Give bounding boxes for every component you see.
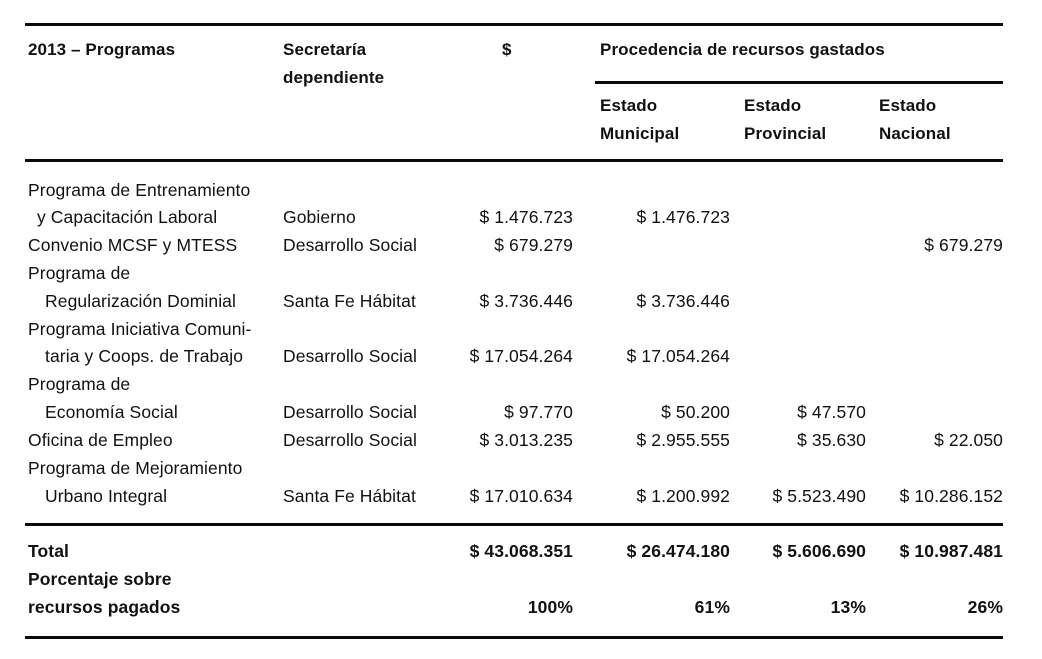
header-secretaria-line2: dependiente — [283, 68, 385, 87]
totals-municipal: $ 26.474.180 — [626, 541, 730, 561]
row-provincial: $ 5.523.490 — [772, 486, 866, 506]
percentages-label-line1: Porcentaje sobre — [28, 569, 172, 589]
row-total: $ 17.054.264 — [469, 346, 573, 366]
row-programa-line2: y Capacitación Laboral — [37, 207, 218, 227]
header-municipal-line2: Municipal — [600, 124, 680, 143]
totals-provincial: $ 5.606.690 — [772, 541, 866, 561]
header-nacional-line1: Estado — [879, 96, 937, 115]
row-total: $ 17.010.634 — [469, 486, 573, 506]
bottom-rule — [25, 636, 1003, 639]
row-secretaria: Santa Fe Hábitat — [283, 291, 416, 311]
row-programa-line1: Convenio MCSF y MTESS — [28, 235, 238, 255]
totals-label: Total — [28, 541, 70, 561]
row-secretaria: Desarrollo Social — [283, 402, 417, 422]
header-monto: $ — [502, 40, 512, 59]
header-nacional-line2: Nacional — [879, 124, 951, 143]
procedencia-rule — [595, 81, 1003, 84]
percentages-label-line2: recursos pagados — [28, 597, 181, 617]
row-programa-line1: Programa de — [28, 263, 131, 283]
header-provincial-line1: Estado — [744, 96, 802, 115]
percentages-total: 100% — [527, 597, 573, 617]
row-total: $ 3.736.446 — [479, 291, 573, 311]
row-municipal: $ 17.054.264 — [626, 346, 730, 366]
totals-total: $ 43.068.351 — [469, 541, 573, 561]
percentages-municipal: 61% — [694, 597, 730, 617]
header-provincial-line2: Provincial — [744, 124, 827, 143]
row-municipal: $ 50.200 — [661, 402, 730, 422]
row-programa-line1: Programa Iniciativa Comuni- — [28, 319, 252, 339]
percentages-nacional: 26% — [967, 597, 1003, 617]
row-municipal: $ 1.200.992 — [636, 486, 730, 506]
row-secretaria: Desarrollo Social — [283, 430, 417, 450]
row-programa-line2: Economía Social — [45, 402, 178, 422]
totals-top-rule — [25, 523, 1003, 526]
row-municipal: $ 1.476.723 — [636, 207, 730, 227]
row-programa-line2: taria y Coops. de Trabajo — [45, 346, 244, 366]
row-programa-line2: Urbano Integral — [45, 486, 168, 506]
row-nacional: $ 22.050 — [934, 430, 1003, 450]
header-secretaria-line1: Secretaría — [283, 40, 367, 59]
percentages-provincial: 13% — [830, 597, 866, 617]
row-programa-line2: Regularización Dominial — [45, 291, 236, 311]
header-programas: 2013 – Programas — [28, 40, 176, 59]
row-total: $ 679.279 — [494, 235, 573, 255]
row-secretaria: Desarrollo Social — [283, 235, 417, 255]
header-bottom-rule — [25, 159, 1003, 162]
row-municipal: $ 2.955.555 — [636, 430, 730, 450]
row-secretaria: Santa Fe Hábitat — [283, 486, 416, 506]
row-programa-line1: Programa de Mejoramiento — [28, 458, 243, 478]
row-provincial: $ 47.570 — [797, 402, 866, 422]
row-nacional: $ 679.279 — [924, 235, 1003, 255]
top-rule — [25, 23, 1003, 26]
totals-nacional: $ 10.987.481 — [899, 541, 1003, 561]
row-total: $ 1.476.723 — [479, 207, 573, 227]
row-total: $ 3.013.235 — [479, 430, 573, 450]
row-secretaria: Desarrollo Social — [283, 346, 417, 366]
row-nacional: $ 10.286.152 — [899, 486, 1003, 506]
row-provincial: $ 35.630 — [797, 430, 866, 450]
row-programa-line1: Programa de — [28, 374, 131, 394]
row-municipal: $ 3.736.446 — [636, 291, 730, 311]
row-secretaria: Gobierno — [283, 207, 356, 227]
header-municipal-line1: Estado — [600, 96, 658, 115]
row-programa-line1: Oficina de Empleo — [28, 430, 173, 450]
row-programa-line1: Programa de Entrenamiento — [28, 180, 251, 200]
row-total: $ 97.770 — [504, 402, 573, 422]
header-procedencia: Procedencia de recursos gastados — [600, 40, 885, 59]
